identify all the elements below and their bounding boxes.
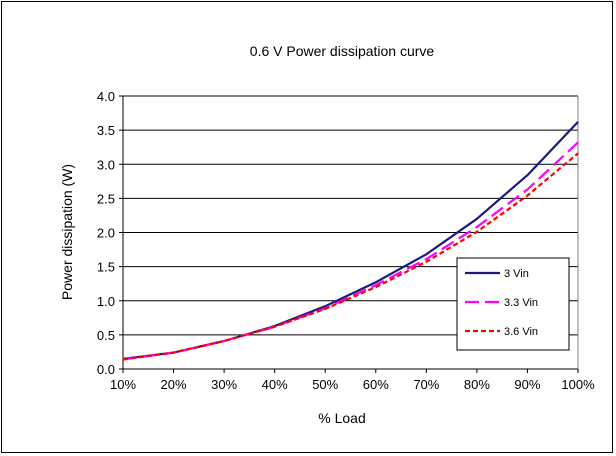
y-tick-label: 1.0 (97, 294, 115, 309)
y-axis-title: Power dissipation (W) (59, 164, 75, 300)
x-tick-label: 50% (312, 377, 338, 392)
x-tick-label: 40% (262, 377, 288, 392)
series-line-3-6-vin (122, 152, 579, 361)
y-axis-ticks: 0.0 0.5 1.0 1.5 2.0 2.5 3.0 3.5 4.0 (97, 89, 123, 377)
x-tick-label: 60% (363, 377, 389, 392)
legend: 3 Vin 3.3 Vin 3.6 Vin (456, 257, 570, 351)
x-tick-label: 10% (110, 377, 136, 392)
x-tick-label: 80% (464, 377, 490, 392)
legend-label: 3.3 Vin (504, 297, 538, 309)
x-axis-title: % Load (318, 410, 365, 426)
x-tick-label: 20% (161, 377, 187, 392)
x-tick-label: 100% (561, 377, 595, 392)
x-tick-label: 90% (514, 377, 540, 392)
series-line-3-3-vin (122, 141, 579, 361)
series-lines (122, 121, 579, 361)
y-tick-label: 3.5 (97, 123, 115, 138)
y-tick-label: 3.0 (97, 157, 115, 172)
x-axis-ticks: 10% 20% 30% 40% 50% 60% 70% 80% 90% 100% (110, 369, 595, 392)
y-tick-label: 4.0 (97, 89, 115, 104)
legend-label: 3.6 Vin (504, 326, 538, 338)
y-tick-label: 2.5 (97, 191, 115, 206)
legend-label: 3 Vin (504, 268, 529, 280)
y-tick-label: 2.0 (97, 226, 115, 241)
x-tick-label: 30% (211, 377, 237, 392)
y-tick-label: 0.5 (97, 328, 115, 343)
y-tick-label: 0.0 (97, 362, 115, 377)
y-tick-label: 1.5 (97, 260, 115, 275)
chart-title: 0.6 V Power dissipation curve (250, 43, 435, 59)
x-tick-label: 70% (413, 377, 439, 392)
